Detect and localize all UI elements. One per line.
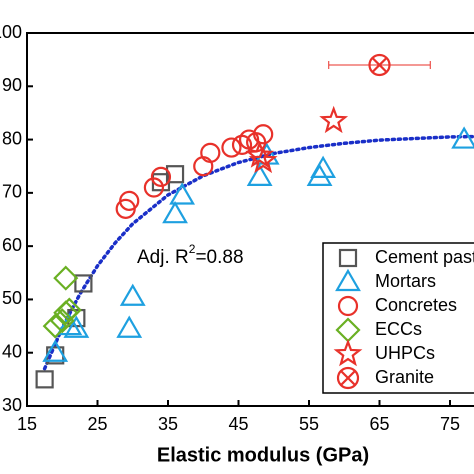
legend-label: Concretes: [375, 295, 457, 315]
legend-label: ECCs: [375, 319, 422, 339]
marker-star: [245, 140, 275, 168]
marker-triangle: [310, 155, 337, 178]
marker-cross: [371, 57, 388, 73]
x-tick-label: 15: [17, 414, 37, 434]
plot-frame: [26, 32, 474, 407]
marker-circle: [200, 142, 221, 163]
annotation-sup: 2: [189, 242, 196, 256]
annotation: Adj. R2=0.88: [137, 242, 244, 268]
marker-cross: [340, 370, 356, 386]
y-tick-label: 40: [2, 341, 22, 361]
marker-square: [338, 248, 358, 268]
x-axis-label: Elastic modulus (GPa): [157, 444, 369, 466]
marker-triangle: [119, 283, 146, 306]
legend-label: UHPCs: [375, 343, 435, 363]
marker-circle: [253, 124, 274, 145]
marker-diamond: [49, 308, 75, 334]
marker-circle: [221, 137, 242, 158]
marker-triangle: [63, 315, 90, 338]
marker-diamond: [56, 297, 82, 323]
marker-circle: [337, 295, 359, 317]
x-tick-label: 75: [440, 414, 460, 434]
marker-ring: [368, 53, 391, 77]
y-tick-label: 30: [2, 395, 22, 415]
marker-circle: [143, 177, 164, 198]
y-tick-label: 100: [0, 22, 22, 42]
annotation-rest: =0.88: [195, 247, 243, 268]
marker-triangle: [169, 182, 196, 205]
marker-square: [74, 274, 93, 293]
marker-star: [333, 338, 363, 367]
x-tick-label: 65: [369, 414, 389, 434]
y-tick-label: 90: [2, 75, 22, 95]
y-tick-label: 60: [2, 235, 22, 255]
y-tick-label: 50: [2, 288, 22, 308]
marker-triangle: [246, 163, 273, 186]
legend-label: Mortars: [375, 271, 436, 291]
marker-triangle: [335, 268, 361, 292]
legend-label: Cement paste: [375, 247, 474, 267]
marker-triangle: [116, 315, 143, 338]
x-tick-label: 45: [228, 414, 248, 434]
x-tick-label: 35: [158, 414, 178, 434]
marker-square: [165, 165, 185, 184]
annotation-text: Adj. R: [137, 247, 189, 268]
marker-circlex: [368, 53, 391, 77]
y-tick-label: 80: [2, 128, 22, 148]
marker-circle: [119, 190, 140, 211]
marker-diamond: [42, 313, 68, 339]
x-tick-label: 55: [299, 414, 319, 434]
marker-star: [248, 145, 278, 174]
marker-ring: [336, 366, 360, 390]
marker-triangle: [162, 200, 188, 224]
x-tick-label: 25: [87, 414, 107, 434]
marker-square: [35, 370, 54, 389]
y-tick-label: 70: [2, 182, 22, 202]
marker-triangle: [451, 126, 474, 149]
marker-circlex: [336, 366, 360, 390]
marker-star: [319, 105, 349, 134]
marker-diamond: [53, 265, 79, 291]
marker-triangle: [42, 339, 69, 362]
legend-label: Granite: [375, 367, 434, 387]
fit-line: [42, 134, 474, 371]
marker-circle: [150, 166, 172, 187]
